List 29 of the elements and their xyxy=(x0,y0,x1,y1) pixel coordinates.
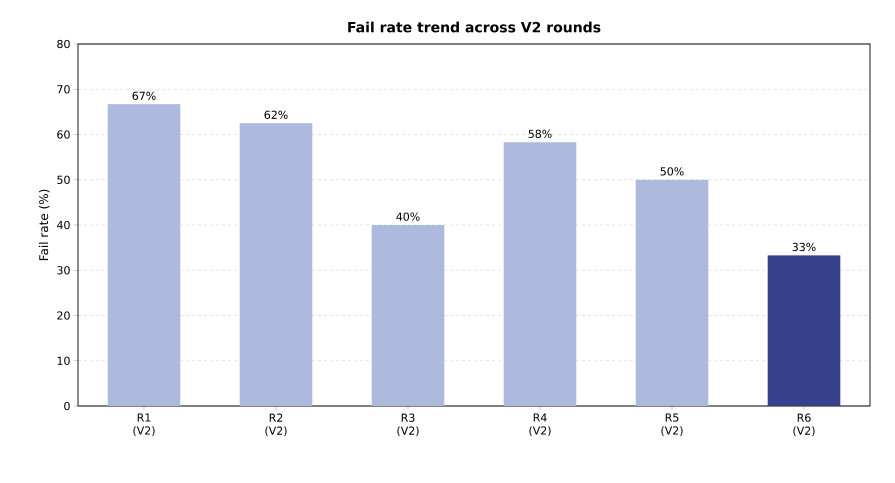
bar xyxy=(636,180,708,406)
x-tick-label: R6 (V2) xyxy=(793,414,815,436)
bar xyxy=(240,123,312,406)
bar xyxy=(108,104,180,406)
y-tick-label: 50 xyxy=(57,176,70,184)
y-axis-title: Fail rate (%) xyxy=(38,190,50,260)
bar xyxy=(504,142,576,406)
x-tick-label: R4 (V2) xyxy=(529,414,551,436)
x-tick-label: R2 (V2) xyxy=(265,414,287,436)
y-tick-label: 60 xyxy=(57,130,70,139)
y-tick-label: 10 xyxy=(58,356,70,365)
y-tick-label: 20 xyxy=(57,311,70,320)
y-tick-label: 30 xyxy=(57,266,70,274)
x-tick-label: R3 (V2) xyxy=(397,414,419,436)
data-label: 67% xyxy=(132,92,156,100)
data-label: 40% xyxy=(396,212,420,221)
y-tick-label: 80 xyxy=(57,40,70,48)
data-label: 50% xyxy=(660,167,684,176)
x-tick-label: R5 (V2) xyxy=(661,414,683,436)
x-tick-label: R1 (V2) xyxy=(133,414,155,436)
data-label: 58% xyxy=(528,130,552,138)
bar xyxy=(372,225,444,406)
data-label: 33% xyxy=(792,242,816,252)
y-tick-label: 0 xyxy=(64,402,70,410)
data-label: 62% xyxy=(264,110,288,119)
y-tick-label: 40 xyxy=(57,220,70,230)
bar xyxy=(768,255,840,406)
chart-title: Fail rate trend across V2 rounds xyxy=(348,22,600,32)
y-tick-label: 70 xyxy=(57,85,70,94)
